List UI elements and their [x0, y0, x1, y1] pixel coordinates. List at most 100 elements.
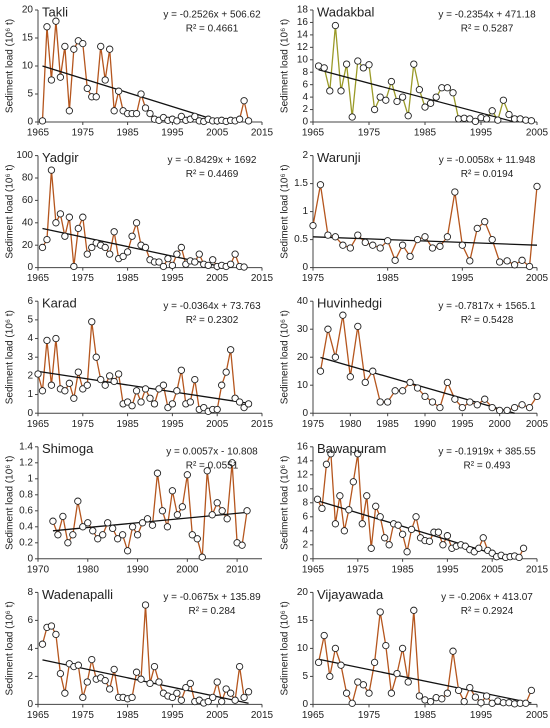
data-point [43, 235, 51, 244]
data-point [101, 676, 109, 685]
data-point [155, 258, 163, 266]
y-tick-label: 1.2 [19, 457, 33, 468]
data-point [314, 658, 323, 667]
data-point [186, 679, 194, 688]
data-point [143, 515, 152, 523]
data-point [191, 112, 199, 121]
data-point [59, 512, 67, 521]
data-point [208, 511, 216, 519]
data-point [438, 695, 446, 703]
data-point [415, 692, 424, 700]
data-point [99, 531, 107, 539]
data-point [52, 219, 60, 227]
x-tick-label: 1965 [302, 128, 325, 139]
data-point [496, 258, 504, 266]
r-squared: R² = 0.4661 [186, 24, 239, 35]
x-tick-label: 1965 [27, 710, 50, 721]
y-tick-label: 0.2 [19, 537, 33, 548]
data-point [313, 495, 322, 503]
panel-title: Wadakbal [317, 4, 374, 19]
trend-equation: y = -0.7817x + 1565.1 [438, 301, 536, 312]
data-point [316, 367, 325, 375]
data-point [499, 96, 508, 104]
data-point [376, 93, 384, 101]
data-point [327, 450, 335, 458]
data-point [443, 84, 452, 92]
y-tick-label: 4 [27, 333, 33, 344]
data-point [168, 400, 177, 408]
data-point [458, 241, 466, 249]
y-tick-label: 10 [297, 380, 309, 391]
data-point [177, 696, 186, 704]
data-point [326, 672, 334, 681]
data-point [503, 257, 511, 265]
data-point [159, 381, 168, 389]
x-tick-label: 1975 [72, 710, 95, 721]
data-point [218, 697, 226, 706]
data-point [178, 503, 187, 511]
panel-title: Takli [42, 4, 68, 19]
data-point [173, 689, 181, 697]
data-point [376, 398, 384, 406]
data-point [449, 647, 457, 655]
data-point [482, 115, 491, 123]
data-point [43, 23, 51, 31]
data-point [173, 250, 181, 258]
y-tick-label: 100 [16, 150, 33, 161]
x-tick-label: 2000 [176, 564, 199, 575]
panel-title: Shimoga [42, 441, 94, 456]
x-tick-label: 1990 [414, 419, 437, 430]
data-point [83, 250, 91, 258]
data-point [43, 336, 51, 345]
data-point [331, 520, 340, 528]
data-point [432, 93, 440, 101]
data-point [132, 668, 141, 676]
data-point [38, 640, 47, 648]
data-point [324, 325, 332, 333]
y-tick-label: 16 [297, 17, 309, 28]
data-point [398, 241, 407, 249]
data-point [525, 262, 534, 271]
data-point [361, 238, 369, 247]
y-tick-label: 0 [27, 117, 33, 128]
y-tick-label: 16 [297, 441, 309, 452]
data-point [141, 104, 150, 112]
data-point [363, 492, 371, 500]
y-tick-label: 10 [297, 643, 309, 654]
data-point [47, 76, 56, 84]
data-point [398, 530, 407, 538]
y-axis-label: Sediment load (10⁶ t) [5, 19, 16, 113]
data-point [235, 398, 244, 406]
x-tick-label: 1965 [302, 710, 325, 721]
data-point [340, 527, 349, 535]
data-point [168, 487, 177, 495]
data-point [38, 243, 47, 252]
data-point [226, 260, 235, 268]
x-tick-label: 2005 [481, 564, 504, 575]
data-point [393, 669, 401, 678]
y-axis-label: Sediment load (10⁶ t) [280, 456, 291, 550]
data-point [443, 378, 452, 387]
data-point [369, 367, 377, 375]
data-point [342, 689, 351, 697]
data-point [331, 21, 340, 30]
data-point [173, 511, 182, 519]
x-tick-label: 2015 [251, 710, 274, 721]
data-point [385, 541, 393, 549]
data-point [454, 686, 463, 695]
trend-line [318, 69, 515, 123]
data-point [79, 213, 87, 221]
y-tick-label: 6 [302, 79, 308, 90]
y-axis-label: Sediment load (10⁶ t) [280, 310, 291, 404]
trend-line [312, 236, 538, 246]
data-point [387, 689, 396, 697]
data-point [376, 608, 384, 616]
data-point [235, 662, 244, 671]
data-point [231, 250, 239, 258]
data-point [369, 241, 377, 249]
data-point [358, 520, 366, 528]
panel-title: Yadgir [42, 150, 79, 165]
data-point [391, 387, 399, 395]
data-point [128, 523, 137, 531]
data-point [70, 45, 78, 53]
